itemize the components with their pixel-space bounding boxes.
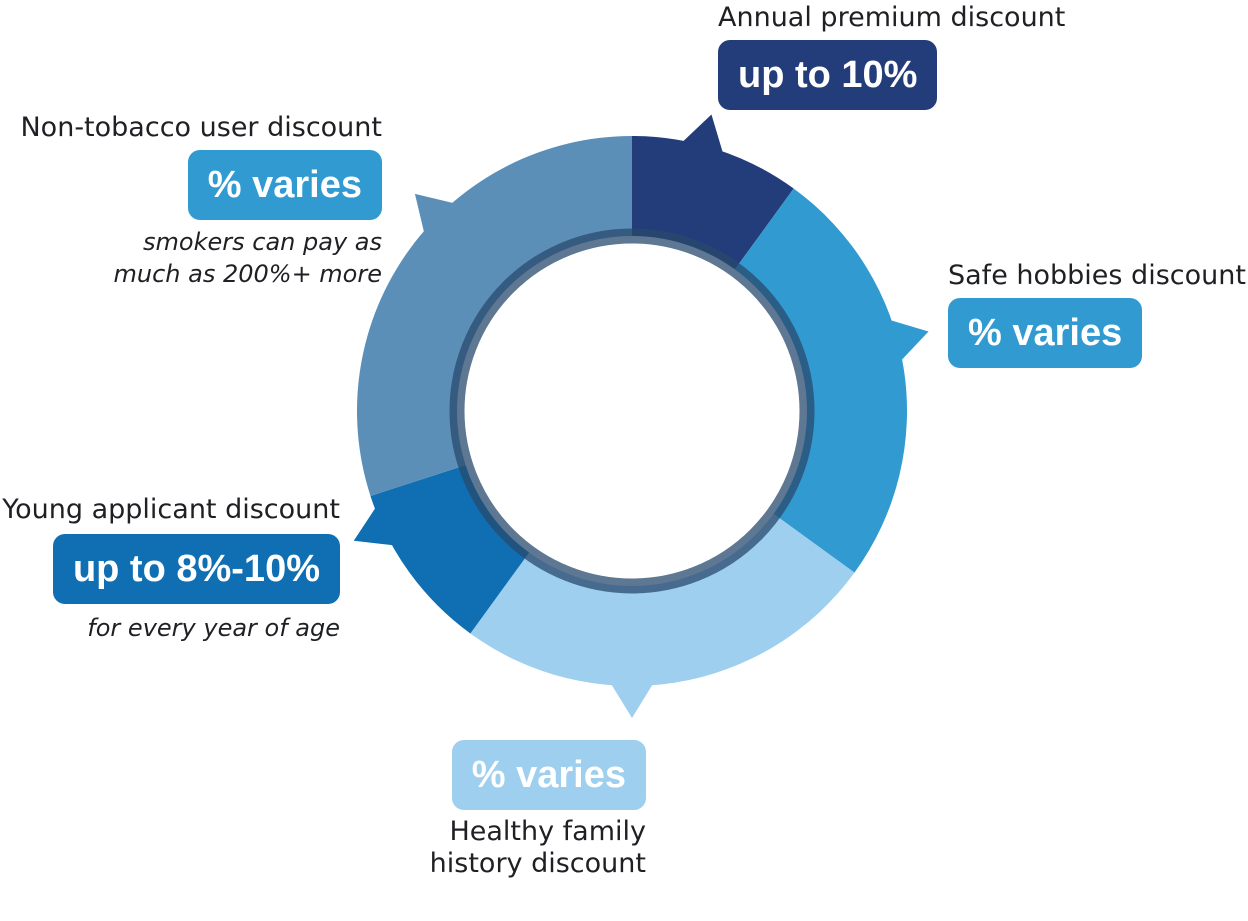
safe-hobbies-badge: % varies: [948, 298, 1143, 368]
non-tobacco-note-line1: smokers can pay as: [143, 228, 382, 256]
annual-premium-callout: Annual premium discount up to 10%: [718, 2, 1065, 110]
safe-hobbies-callout: Safe hobbies discount % varies: [948, 260, 1246, 368]
annual-premium-badge: up to 10%: [718, 40, 938, 110]
non-tobacco-badge: % varies: [187, 150, 382, 220]
young-applicant-note: for every year of age: [87, 614, 340, 642]
callout-pointer-annual: [681, 114, 724, 154]
callout-pointer-tobacco: [414, 193, 455, 234]
donut-slice-tobacco: [357, 136, 632, 496]
callout-pointer-healthy: [610, 683, 654, 718]
donut-slice-young: [370, 465, 530, 634]
donut-slice-hobbies: [734, 188, 907, 573]
young-applicant-badge: up to 8%-10%: [52, 534, 340, 604]
non-tobacco-callout: Non-tobacco user discount % varies smoke…: [0, 112, 382, 290]
donut-inner-ring: [449, 228, 815, 594]
non-tobacco-note-line2: much as 200%+ more: [113, 260, 382, 288]
safe-hobbies-title: Safe hobbies discount: [948, 260, 1246, 291]
annual-premium-title: Annual premium discount: [718, 2, 1066, 33]
young-applicant-title: Young applicant discount: [2, 494, 340, 525]
healthy-family-title-line2: history discount: [429, 848, 646, 879]
callout-pointer-hobbies: [889, 319, 929, 362]
non-tobacco-title: Non-tobacco user discount: [20, 112, 382, 143]
healthy-family-badge: % varies: [451, 740, 646, 810]
healthy-family-callout: % varies Healthy family history discount: [420, 740, 646, 880]
callout-pointer-young: [353, 506, 395, 546]
healthy-family-title-line1: Healthy family: [449, 816, 646, 847]
young-applicant-callout: Young applicant discount up to 8%-10% fo…: [0, 494, 340, 644]
donut-slice-healthy: [470, 513, 855, 686]
